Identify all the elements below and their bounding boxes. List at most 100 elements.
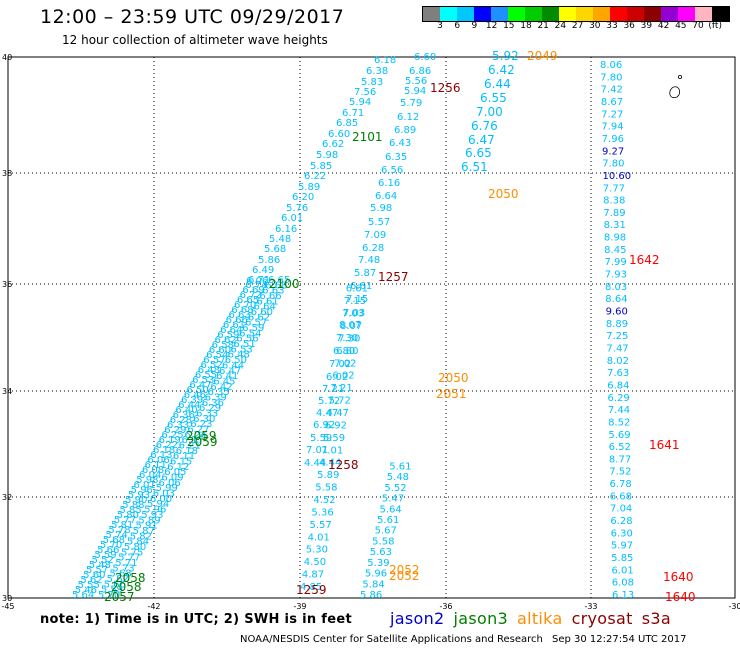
wave-height-value: 7.47 [606, 343, 628, 354]
color-swatch [576, 7, 593, 21]
wave-height-value: 5.47 [382, 494, 404, 505]
lat-tick-label: 34 [2, 387, 12, 396]
pass-time-label: 6.51 [461, 160, 488, 174]
pass-time-label: 6.55 [480, 91, 507, 105]
wave-height-value: 7.94 [601, 122, 623, 133]
wave-height-value: 6.18 [153, 445, 175, 456]
wave-height-value: 7.96 [602, 134, 624, 145]
wave-height-value: 7.15 [346, 294, 368, 305]
wave-height-value: 5.80 [124, 542, 146, 553]
wave-height-value: 5.58 [315, 483, 337, 494]
wave-height-value: 6.19 [159, 435, 181, 446]
wave-height-value: 6.59 [217, 330, 239, 341]
wave-height-value: 6.03 [153, 489, 175, 500]
page-subtitle: 12 hour collection of altimeter wave hei… [62, 33, 328, 47]
wave-height-value: 6.48 [198, 365, 220, 376]
wave-height-value: 5.96 [144, 505, 166, 516]
wave-height-value: 6.01 [281, 213, 303, 224]
wave-height-value: 8.45 [604, 245, 626, 256]
wave-height-value: 6.71 [248, 275, 270, 286]
pass-time-label: 2059 [187, 435, 218, 449]
wave-height-value: 5.87 [354, 268, 376, 279]
wave-height-value: 6.53 [231, 344, 253, 355]
wave-height-value: 6.44 [178, 400, 200, 411]
color-swatch [644, 7, 661, 21]
wave-height-value: 5.67 [375, 526, 397, 537]
wave-height-value: 5.30 [306, 545, 328, 556]
wave-height-value: 5.73 [112, 563, 134, 574]
wave-height-value: 5.59 [94, 550, 116, 561]
wave-height-value: 6.59 [242, 323, 264, 334]
color-scale-bar [422, 6, 730, 22]
pass-time-label: 6.42 [488, 63, 515, 77]
color-swatch [559, 7, 576, 21]
wave-height-value: 7.56 [354, 87, 376, 98]
wave-height-value: 5.72 [329, 396, 351, 407]
lon-tick-label: -30 [728, 602, 740, 610]
wave-height-value: 6.61 [223, 320, 245, 331]
color-scale-label: 45 [675, 21, 687, 31]
wave-height-value: 5.84 [127, 537, 149, 548]
wave-height-value: 7.09 [364, 230, 386, 241]
wave-height-value: 6.28 [362, 243, 384, 254]
wave-height-value: 7.93 [605, 270, 627, 281]
wave-height-value: 6.68 [231, 305, 253, 316]
wave-height-value: 7.42 [601, 85, 623, 96]
wave-height-value: 5.57 [86, 565, 108, 576]
wave-height-value: 5.94 [404, 86, 426, 97]
wave-height-value: 6.22 [304, 171, 326, 182]
wave-height-value: 5.39 [367, 558, 389, 569]
wave-height-value: 6.23 [190, 419, 212, 430]
wave-height-value: 7.04 [610, 504, 632, 515]
wave-height-value: 6.70 [234, 300, 256, 311]
wave-height-value: 6.27 [187, 424, 209, 435]
lat-tick-label: 36 [2, 280, 12, 289]
wave-height-value: 5.98 [136, 475, 158, 486]
wave-height-value: 6.17 [182, 435, 204, 446]
wave-height-value: 5.60 [83, 570, 105, 581]
wave-height-value: 6.56 [236, 334, 258, 345]
wave-height-value: 6.13 [612, 590, 634, 601]
wave-height-value: 6.29 [199, 403, 221, 414]
pass-time-label: 1642 [629, 253, 660, 267]
pass-time-label: 2052 [389, 569, 420, 583]
wave-height-value: 6.11 [173, 451, 195, 462]
wave-height-value: 8.07 [340, 321, 362, 332]
color-swatch [508, 7, 525, 21]
color-scale-label: 15 [503, 21, 515, 31]
wave-height-value: 5.84 [362, 579, 384, 590]
wave-height-value: 5.78 [108, 525, 130, 536]
wave-height-value: 6.48 [228, 350, 250, 361]
wave-height-value: 4.87 [302, 570, 324, 581]
wave-height-value: 5.83 [361, 77, 383, 88]
wave-height-value: 5.66 [97, 545, 119, 556]
satellite-legend: jason2 jason3 altika cryosat s3a [390, 609, 680, 628]
wave-height-value: 5.57 [310, 520, 332, 531]
pass-time-label: 1640 [665, 590, 696, 604]
wave-height-value: 5.66 [104, 579, 126, 590]
wave-height-value: 6.18 [176, 446, 198, 457]
wave-height-value: 6.80 [333, 346, 355, 357]
wave-height-value: 4.47 [316, 408, 338, 419]
legend-item-jason2: jason2 [390, 609, 445, 628]
wave-height-value: 5.68 [264, 244, 286, 255]
color-swatch [525, 7, 542, 21]
wave-height-value: 5.48 [387, 472, 409, 483]
pass-time-label: 2049 [527, 49, 558, 63]
wave-height-value: 5.71 [115, 558, 137, 569]
pass-time-label: 7.00 [476, 105, 503, 119]
legend-item-s3a: s3a [641, 609, 671, 628]
color-scale-label: 33 [606, 21, 618, 31]
pass-time-label: 2050 [438, 371, 469, 385]
wave-height-value: 6.01 [611, 565, 633, 576]
wave-height-value: 5.86 [360, 590, 382, 601]
wave-height-value: 5.98 [316, 150, 338, 161]
wave-height-value: 6.65 [237, 295, 259, 306]
wave-height-value: 7.01 [321, 445, 343, 456]
wave-height-value: 6.64 [375, 191, 397, 202]
pass-time-label: 2058 [111, 580, 142, 594]
wave-height-value: 5.80 [117, 510, 139, 521]
wave-height-value: 7.63 [607, 368, 629, 379]
wave-height-value: 4.47 [327, 408, 349, 419]
wave-height-value: 5.52 [384, 483, 406, 494]
